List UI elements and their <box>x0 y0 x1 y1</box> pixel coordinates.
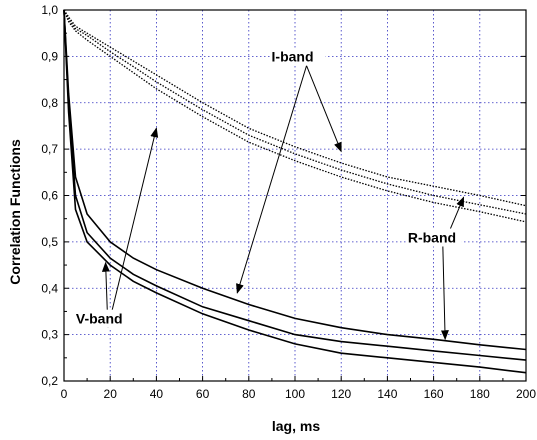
x-tick-label: 140 <box>377 387 397 401</box>
x-axis-title: lag, ms <box>272 418 320 434</box>
y-tick-label: 0,4 <box>41 281 58 295</box>
tick-layer: 0 20 40 60 80 100 120 140 160 180 200 0,2 0,3 0,4 0,5 0… <box>41 3 536 401</box>
y-tick-label: 0,8 <box>41 96 58 110</box>
y-tick-label: 0,7 <box>41 142 58 156</box>
y-tick-label: 1,0 <box>41 3 58 17</box>
y-axis-title: Correlation Functions <box>7 139 23 285</box>
y-tick-label: 0,6 <box>41 189 58 203</box>
y-tick-label: 0,5 <box>41 235 58 249</box>
annotation-arrow <box>107 127 159 328</box>
annotation-label-bg <box>269 47 326 66</box>
annotation-layer: I-band R-band V-band <box>73 47 465 341</box>
annotation-label-bg <box>405 228 462 247</box>
x-tick-label: 40 <box>150 387 164 401</box>
x-tick-label: 80 <box>242 387 256 401</box>
annotation-arrow <box>236 65 308 294</box>
x-tick-label: 60 <box>196 387 210 401</box>
y-tick-label: 0,2 <box>41 374 58 388</box>
annotation-arrow <box>440 246 449 341</box>
series-line-4 <box>63 9 527 207</box>
annotation-label: R-band <box>408 230 456 246</box>
y-tick-label: 0,9 <box>41 49 58 63</box>
series-line-2 <box>63 9 527 361</box>
x-tick-label: 0 <box>61 387 68 401</box>
annotation-label: I-band <box>272 49 314 65</box>
x-tick-label: 100 <box>285 387 305 401</box>
x-tick-label: 180 <box>470 387 490 401</box>
x-tick-label: 200 <box>516 387 536 401</box>
y-tick-label: 0,3 <box>41 328 58 342</box>
series-line-1 <box>63 9 527 351</box>
x-tick-label: 120 <box>331 387 351 401</box>
annotation-arrow <box>306 65 342 153</box>
annotation-label-bg <box>73 309 130 328</box>
series-line-3 <box>63 9 527 374</box>
annotation-label: V-band <box>76 311 123 327</box>
series-line-6 <box>63 9 527 223</box>
x-tick-label: 20 <box>104 387 118 401</box>
series-layer <box>63 9 527 374</box>
x-tick-label: 160 <box>424 387 444 401</box>
